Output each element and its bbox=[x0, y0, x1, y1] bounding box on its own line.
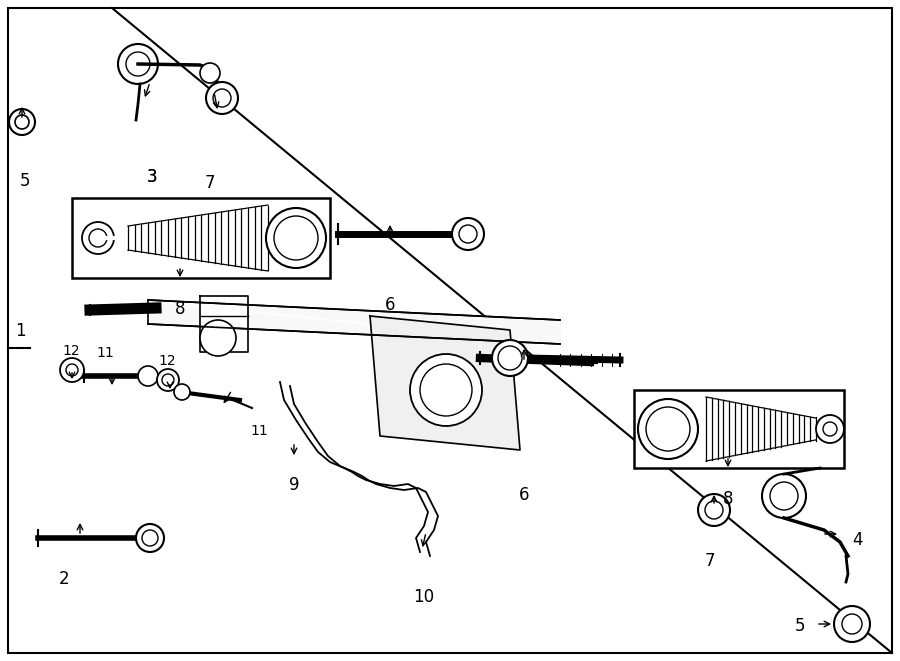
Text: 5: 5 bbox=[20, 172, 31, 190]
Circle shape bbox=[200, 63, 220, 83]
Circle shape bbox=[698, 494, 730, 526]
Polygon shape bbox=[770, 409, 776, 449]
Polygon shape bbox=[228, 210, 235, 266]
Polygon shape bbox=[752, 406, 758, 452]
Text: 6: 6 bbox=[385, 296, 395, 314]
Circle shape bbox=[60, 358, 84, 382]
Polygon shape bbox=[202, 214, 208, 262]
Text: 7: 7 bbox=[205, 174, 215, 192]
Polygon shape bbox=[255, 206, 261, 270]
Polygon shape bbox=[764, 408, 770, 450]
Polygon shape bbox=[805, 416, 810, 442]
Text: 8: 8 bbox=[723, 490, 734, 508]
Polygon shape bbox=[200, 296, 248, 352]
Polygon shape bbox=[188, 216, 194, 260]
Polygon shape bbox=[729, 401, 735, 457]
Circle shape bbox=[82, 222, 114, 254]
Polygon shape bbox=[781, 411, 788, 447]
Circle shape bbox=[9, 109, 35, 135]
Text: 3: 3 bbox=[147, 168, 158, 186]
Polygon shape bbox=[148, 300, 560, 344]
Polygon shape bbox=[758, 407, 764, 451]
Text: 4: 4 bbox=[852, 531, 862, 549]
Circle shape bbox=[138, 366, 158, 386]
Text: 8: 8 bbox=[175, 300, 185, 318]
Polygon shape bbox=[128, 225, 135, 251]
Polygon shape bbox=[724, 401, 729, 457]
Circle shape bbox=[206, 82, 238, 114]
Polygon shape bbox=[712, 398, 717, 460]
Circle shape bbox=[638, 399, 698, 459]
Text: 5: 5 bbox=[795, 617, 806, 635]
Polygon shape bbox=[746, 405, 752, 453]
Polygon shape bbox=[168, 219, 175, 257]
Circle shape bbox=[157, 369, 179, 391]
Polygon shape bbox=[776, 410, 781, 447]
Text: 7: 7 bbox=[705, 552, 716, 570]
Bar bbox=[72, 198, 330, 278]
Text: 12: 12 bbox=[62, 344, 79, 358]
Bar bbox=[634, 390, 844, 468]
Polygon shape bbox=[194, 215, 202, 261]
Polygon shape bbox=[161, 220, 168, 256]
Polygon shape bbox=[798, 415, 805, 444]
Circle shape bbox=[492, 340, 528, 376]
Polygon shape bbox=[717, 399, 724, 459]
Polygon shape bbox=[215, 212, 221, 264]
Text: 9: 9 bbox=[289, 476, 299, 494]
Circle shape bbox=[174, 384, 190, 400]
Polygon shape bbox=[208, 213, 215, 263]
Polygon shape bbox=[241, 208, 248, 268]
Polygon shape bbox=[261, 205, 268, 271]
Text: 3: 3 bbox=[147, 168, 158, 186]
Circle shape bbox=[136, 524, 164, 552]
Polygon shape bbox=[235, 209, 241, 267]
Circle shape bbox=[816, 415, 844, 443]
Circle shape bbox=[452, 218, 484, 250]
Circle shape bbox=[410, 354, 482, 426]
Circle shape bbox=[118, 44, 158, 84]
Polygon shape bbox=[735, 403, 741, 455]
Polygon shape bbox=[810, 417, 816, 441]
Text: 11: 11 bbox=[96, 346, 113, 360]
Polygon shape bbox=[788, 412, 793, 446]
Text: 6: 6 bbox=[518, 486, 529, 504]
Polygon shape bbox=[181, 217, 188, 259]
Circle shape bbox=[762, 474, 806, 518]
Polygon shape bbox=[221, 211, 228, 265]
Polygon shape bbox=[155, 221, 161, 255]
Text: 11: 11 bbox=[250, 424, 268, 438]
Polygon shape bbox=[141, 223, 148, 253]
Polygon shape bbox=[793, 414, 798, 444]
Polygon shape bbox=[248, 207, 255, 269]
Circle shape bbox=[834, 606, 870, 642]
Circle shape bbox=[200, 320, 236, 356]
Text: 12: 12 bbox=[158, 354, 176, 368]
Text: 10: 10 bbox=[413, 588, 435, 606]
Text: 2: 2 bbox=[58, 570, 69, 588]
Polygon shape bbox=[175, 218, 181, 258]
Polygon shape bbox=[148, 222, 155, 254]
Polygon shape bbox=[741, 404, 746, 454]
Polygon shape bbox=[370, 316, 520, 450]
Text: 1: 1 bbox=[14, 322, 25, 340]
Polygon shape bbox=[706, 397, 712, 461]
Polygon shape bbox=[135, 224, 141, 252]
Circle shape bbox=[266, 208, 326, 268]
